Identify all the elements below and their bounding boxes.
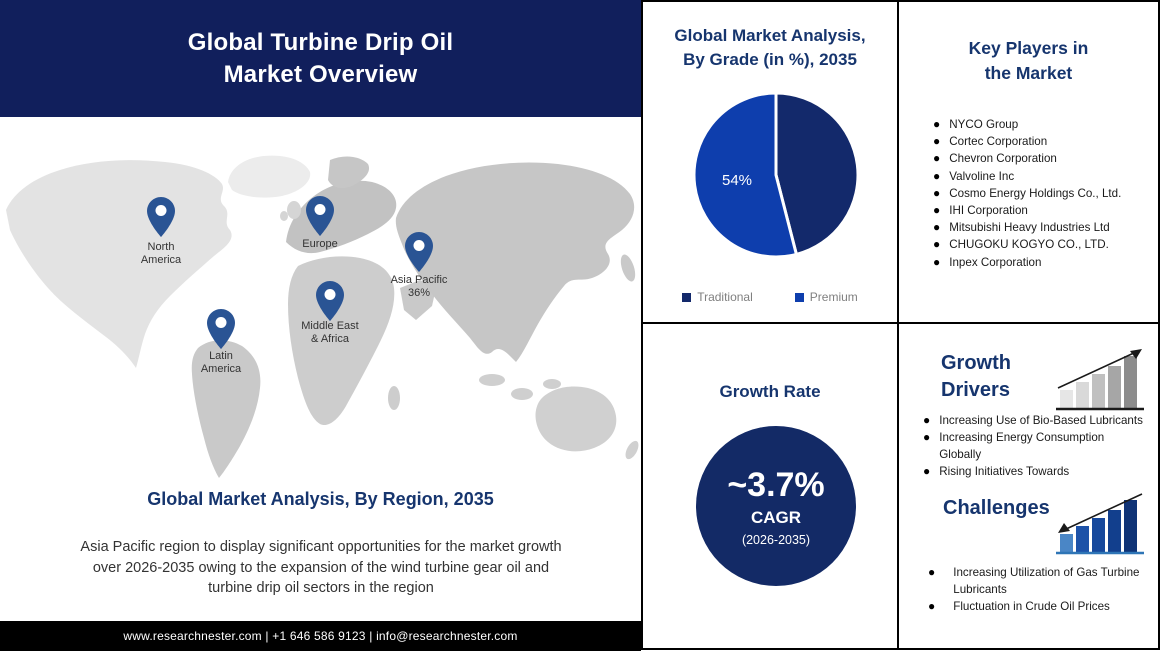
list-item: ● Chevron Corporation: [933, 150, 1151, 167]
cagr-label: CAGR: [750, 507, 802, 527]
challenges-list: ● Increasing Utilization of Gas Turbine L…: [928, 564, 1148, 615]
map-label-north-america: North America: [140, 241, 182, 266]
list-item: ● Mitsubishi Heavy Industries Ltd: [933, 219, 1151, 236]
bullet-icon: ●: [933, 151, 941, 166]
growth-rate-box: Growth Rate ~3.7% CAGR (2026-2035): [641, 322, 899, 650]
region-analysis-description: Asia Pacific region to display significa…: [80, 539, 562, 596]
map-label-middle-east-africa: Middle East & Africa: [301, 320, 359, 345]
page-title-line2: Market Overview: [223, 60, 418, 88]
bullet-icon: ●: [923, 430, 931, 444]
list-item: ● Cosmo Energy Holdings Co., Ltd.: [933, 185, 1151, 202]
map-label-latin-america: Latin America: [200, 350, 242, 375]
region-analysis-heading: Global Market Analysis, By Region, 2035: [147, 489, 494, 509]
map-pin-icon-north-america: [147, 197, 175, 237]
list-item: ● Rising Initiatives Towards: [923, 464, 1070, 478]
list-item: ● CHUGOKU KOGYO CO., LTD.: [933, 236, 1151, 253]
main-header: Global Turbine Drip Oil Market Overview: [0, 0, 641, 117]
legend-item-traditional: Traditional: [682, 290, 753, 304]
bullet-icon: ●: [923, 413, 931, 427]
page-title-line1: Global Turbine Drip Oil: [187, 28, 454, 56]
pie-legend: Traditional Premium: [643, 290, 897, 304]
key-players-heading: Key Players in the Market: [968, 38, 1089, 83]
growth-rate-circle: ~3.7% CAGR (2026-2035): [696, 426, 856, 586]
footer-bar: www.researchnester.com | +1 646 586 9123…: [0, 621, 641, 651]
grade-pie-chart: [692, 91, 860, 259]
growth-rate-heading: Growth Rate: [719, 382, 821, 401]
cagr-value: ~3.7%: [727, 465, 825, 504]
map-pin-icon-middle-east-africa: [316, 281, 344, 321]
map-label-europe: Europe: [302, 238, 338, 250]
bullet-icon: ●: [933, 185, 941, 200]
map-pin-icon-latin-america: [207, 309, 235, 349]
bullet-icon: ●: [933, 220, 941, 235]
key-players-list: ● NYCO Group ● Cortec Corporation ● Chevron…: [933, 116, 1151, 271]
map-label-asia-pacific: Asia Pacific 36%: [390, 274, 448, 299]
grade-chart-title: Global Market Analysis, By Grade (in %),…: [674, 26, 866, 69]
pie-slice-premium: [692, 91, 798, 259]
list-item: ● Increasing Use of Bio-Based Lubricants: [923, 413, 1143, 427]
bullet-icon: ●: [928, 599, 936, 613]
growth-drivers-list: ● Increasing Use of Bio-Based Lubricants …: [923, 412, 1148, 480]
legend-label-traditional: Traditional: [697, 290, 753, 304]
list-item: ● Increasing Energy Consumption Globally: [923, 430, 1105, 461]
drivers-challenges-box: Growth Drivers ● Increasing Use of Bio-Ba…: [897, 322, 1160, 650]
bullet-icon: ●: [933, 203, 941, 218]
map-pin-icon-asia-pacific: [405, 232, 433, 272]
world-map-section: North America Europe Asia Pacific 36% Midd…: [0, 148, 641, 480]
legend-label-premium: Premium: [809, 290, 858, 304]
growth-drivers-heading: Growth Drivers: [941, 352, 1011, 401]
pie-slice-label-premium: 54%: [721, 172, 753, 189]
list-item: ● Inpex Corporation: [933, 254, 1151, 271]
key-players-box: Key Players in the Market ● NYCO Group ● C…: [897, 0, 1160, 324]
left-panel: Global Turbine Drip Oil Market Overview: [0, 0, 641, 651]
list-item: ● Cortec Corporation: [933, 133, 1151, 150]
list-item: ● NYCO Group: [933, 116, 1151, 133]
bullet-icon: ●: [928, 565, 936, 579]
legend-swatch-traditional-icon: [682, 292, 692, 302]
challenges-heading: Challenges: [943, 497, 1050, 519]
footer-contact-text: www.researchnester.com | +1 646 586 9123…: [123, 629, 518, 643]
bullet-icon: ●: [933, 168, 941, 183]
bullet-icon: ●: [923, 464, 931, 478]
bullet-icon: ●: [933, 254, 941, 269]
legend-swatch-premium-icon: [794, 292, 804, 302]
world-map: [6, 155, 639, 478]
growth-bars-up-arrow-icon: [1056, 349, 1144, 411]
legend-item-premium: Premium: [794, 290, 858, 304]
bullet-icon: ●: [933, 134, 941, 149]
list-item: ● Fluctuation in Crude Oil Prices: [928, 599, 1110, 613]
list-item: ● IHI Corporation: [933, 202, 1151, 219]
list-item: ● Valvoline Inc: [933, 168, 1151, 185]
bullet-icon: ●: [933, 117, 941, 131]
cagr-period: (2026-2035): [741, 532, 811, 547]
challenges-bars-down-arrow-icon: [1056, 493, 1144, 555]
pie-slice-traditional: [774, 91, 860, 256]
bullet-icon: ●: [933, 237, 941, 252]
list-item: ● Increasing Utilization of Gas Turbine L…: [928, 565, 1140, 596]
grade-analysis-box: Global Market Analysis, By Grade (in %),…: [641, 0, 899, 324]
map-pin-icon-europe: [306, 196, 334, 236]
